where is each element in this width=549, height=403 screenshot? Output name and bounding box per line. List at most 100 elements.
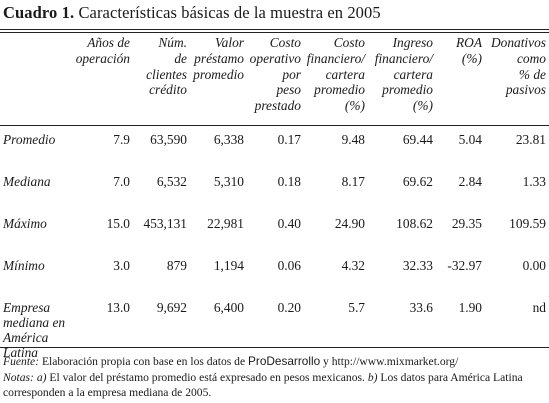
row-label-line: mediana en bbox=[3, 315, 66, 330]
table-number: Cuadro 1. bbox=[3, 3, 75, 22]
column-header-line: pasivos bbox=[505, 82, 546, 98]
table-cell: 63,590 bbox=[150, 132, 187, 147]
table-cell: 108.62 bbox=[396, 216, 433, 231]
column-header-line: % de bbox=[518, 66, 546, 82]
table-cell: 23.81 bbox=[515, 132, 546, 147]
column-header-line: por bbox=[282, 66, 301, 82]
table-cell: 453,131 bbox=[143, 216, 187, 231]
table-cell: 9,692 bbox=[156, 300, 187, 315]
table-row: Mínimo 3.0 879 1,194 0.06 4.32 32.33 -32.97 0.00 bbox=[0, 258, 549, 300]
table-cell: 0.20 bbox=[277, 300, 301, 315]
stub-header bbox=[0, 35, 71, 125]
row-label: Empresa mediana en América Latina bbox=[0, 300, 71, 360]
column-header: Años de operación bbox=[71, 35, 133, 125]
column-header-line: financiero/ bbox=[306, 50, 365, 66]
row-label-line: Mínimo bbox=[3, 258, 45, 273]
table-cell: 1,194 bbox=[213, 258, 244, 273]
table-cell: 6,338 bbox=[213, 132, 244, 147]
column-header-line: Años de bbox=[87, 35, 130, 50]
source-brand: ProDesarrollo bbox=[248, 354, 321, 368]
top-rule-double bbox=[0, 31, 549, 33]
bottom-rule bbox=[0, 347, 549, 348]
column-header-line: (%) bbox=[412, 98, 433, 114]
table-cell: 6,400 bbox=[213, 300, 244, 315]
source-label: Fuente: bbox=[3, 355, 40, 368]
source-text-before: Elaboración propia con base en los datos… bbox=[39, 355, 249, 368]
table-cell: 13.0 bbox=[106, 300, 130, 315]
column-header-line: operativo bbox=[249, 50, 301, 66]
column-header: Valor préstamo promedio bbox=[190, 35, 247, 125]
column-header-line: Donativos bbox=[490, 35, 546, 50]
column-header: ROA (%) bbox=[436, 35, 485, 125]
column-header-line: de bbox=[174, 50, 187, 66]
column-header-line: préstamo bbox=[194, 50, 244, 66]
note-a-label: a) bbox=[36, 371, 47, 384]
table-cell: -32.97 bbox=[447, 258, 482, 273]
column-header-line: (%) bbox=[461, 50, 482, 66]
row-label: Mediana bbox=[0, 174, 71, 216]
table-title-text: Características básicas de la muestra en… bbox=[78, 3, 381, 22]
table-cell: 32.33 bbox=[402, 258, 433, 273]
table-cell: 3.0 bbox=[113, 258, 130, 273]
table-cell: 29.35 bbox=[451, 216, 482, 231]
header-rule bbox=[0, 125, 549, 126]
header-row: Años de operación Núm. de clientes crédito Val… bbox=[0, 35, 549, 125]
column-header-line: operación bbox=[75, 50, 130, 66]
notes-label: Notas: bbox=[3, 371, 34, 384]
column-header-line: cartera bbox=[325, 66, 365, 82]
table-cell: 7.0 bbox=[113, 174, 130, 189]
table-row: Empresa mediana en América Latina 13.0 9,692… bbox=[0, 300, 549, 360]
row-label-line: Promedio bbox=[3, 132, 56, 147]
table-cell: 7.9 bbox=[113, 132, 130, 147]
column-header-line: Costo bbox=[333, 35, 365, 50]
row-label-line: Máximo bbox=[3, 216, 47, 231]
column-header-line: Núm. bbox=[158, 35, 187, 50]
row-label: Promedio bbox=[0, 125, 71, 174]
table-cell: 6,532 bbox=[156, 174, 187, 189]
column-header-line: clientes bbox=[146, 66, 187, 82]
row-label-line: Mediana bbox=[3, 174, 51, 189]
table-cell: 5,310 bbox=[213, 174, 244, 189]
table-cell: 24.90 bbox=[334, 216, 365, 231]
table-cell: 879 bbox=[166, 258, 187, 273]
table-cell: 0.40 bbox=[277, 216, 301, 231]
source-note: Fuente: Elaboración propia con base en l… bbox=[3, 354, 548, 369]
table-cell: nd bbox=[532, 300, 546, 315]
table-row: Mediana 7.0 6,532 5,310 0.18 8.17 69.62 2.84 1.3… bbox=[0, 174, 549, 216]
row-label-line: América Latina bbox=[3, 330, 49, 360]
row-label-line: Empresa bbox=[3, 300, 51, 315]
column-header-line: ROA bbox=[455, 35, 482, 50]
table-cell: 4.32 bbox=[341, 258, 365, 273]
column-header-line: crédito bbox=[149, 82, 187, 98]
characteristics-table: Años de operación Núm. de clientes crédito Val… bbox=[0, 35, 549, 360]
column-header-line: financiero/ bbox=[374, 50, 433, 66]
table-cell: 69.44 bbox=[402, 132, 433, 147]
notes: Notas: a) El valor del préstamo promedio… bbox=[3, 370, 548, 400]
table-cell: 0.18 bbox=[277, 174, 301, 189]
source-text-after: y http://www.mixmarket.org/ bbox=[320, 355, 459, 368]
column-header-line: cartera bbox=[393, 66, 433, 82]
table-body: Promedio 7.9 63,590 6,338 0.17 9.48 69.44 5.04 2… bbox=[0, 125, 549, 360]
table-cell: 109.59 bbox=[509, 216, 546, 231]
table-cell: 0.17 bbox=[277, 132, 301, 147]
table-cell: 15.0 bbox=[106, 216, 130, 231]
column-header-line: peso bbox=[276, 82, 301, 98]
table-cell: 8.17 bbox=[341, 174, 365, 189]
column-header-line: promedio bbox=[314, 82, 365, 98]
table-cell: 9.48 bbox=[341, 132, 365, 147]
column-header-line: Ingreso bbox=[392, 35, 433, 50]
column-header-line: Valor bbox=[214, 35, 244, 50]
table-cell: 1.90 bbox=[458, 300, 482, 315]
table-row: Máximo 15.0 453,131 22,981 0.40 24.90 108.62 29… bbox=[0, 216, 549, 258]
table-cell: 2.84 bbox=[458, 174, 482, 189]
table-cell: 33.6 bbox=[409, 300, 433, 315]
table-cell: 0.06 bbox=[277, 258, 301, 273]
column-header-line: promedio bbox=[193, 66, 244, 82]
table-cell: 22,981 bbox=[207, 216, 244, 231]
row-label: Mínimo bbox=[0, 258, 71, 300]
table-cell: 0.00 bbox=[522, 258, 546, 273]
note-a-text: El valor del préstamo promedio está expr… bbox=[46, 371, 368, 384]
row-label: Máximo bbox=[0, 216, 71, 258]
column-header: Ingreso financiero/cartera promedio (%) bbox=[368, 35, 436, 125]
table-cell: 69.62 bbox=[402, 174, 433, 189]
